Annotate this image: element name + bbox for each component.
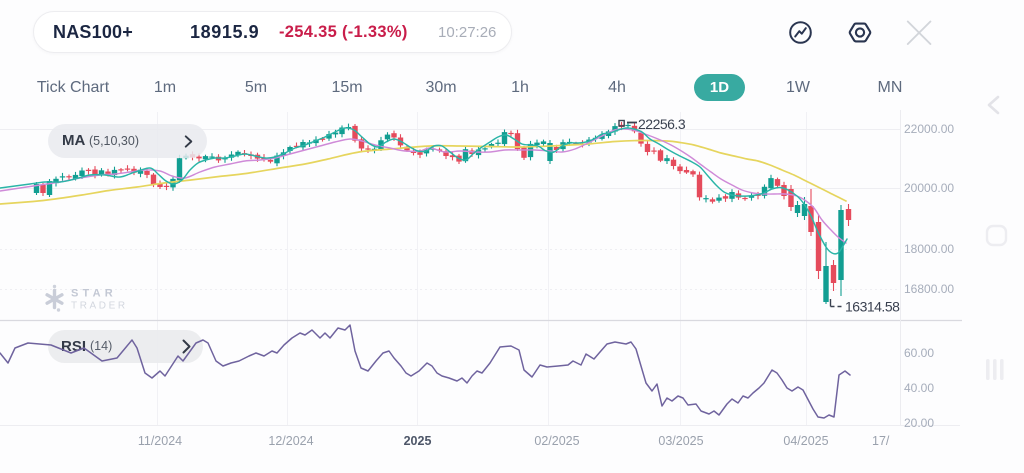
svg-text:22000.00: 22000.00 <box>904 122 954 136</box>
svg-text:20.00: 20.00 <box>904 416 934 430</box>
svg-text:17/: 17/ <box>872 434 890 448</box>
svg-text:03/2025: 03/2025 <box>658 434 703 448</box>
svg-text:(14): (14) <box>90 339 112 353</box>
svg-text:04/2025: 04/2025 <box>783 434 828 448</box>
svg-text:12/2024: 12/2024 <box>268 434 313 448</box>
svg-text:16314.58: 16314.58 <box>845 299 900 315</box>
svg-text:TRADER: TRADER <box>71 301 128 312</box>
svg-text:STAR: STAR <box>71 288 117 300</box>
svg-text:40.00: 40.00 <box>904 381 934 395</box>
svg-text:18000.00: 18000.00 <box>904 242 954 256</box>
svg-text:20000.00: 20000.00 <box>904 181 954 195</box>
svg-text:22256.3: 22256.3 <box>638 116 686 132</box>
svg-text:2025: 2025 <box>404 434 432 448</box>
svg-text:02/2025: 02/2025 <box>534 434 579 448</box>
svg-text:16800.00: 16800.00 <box>904 282 954 296</box>
svg-text:11/2024: 11/2024 <box>138 434 182 448</box>
svg-text:60.00: 60.00 <box>904 346 934 360</box>
